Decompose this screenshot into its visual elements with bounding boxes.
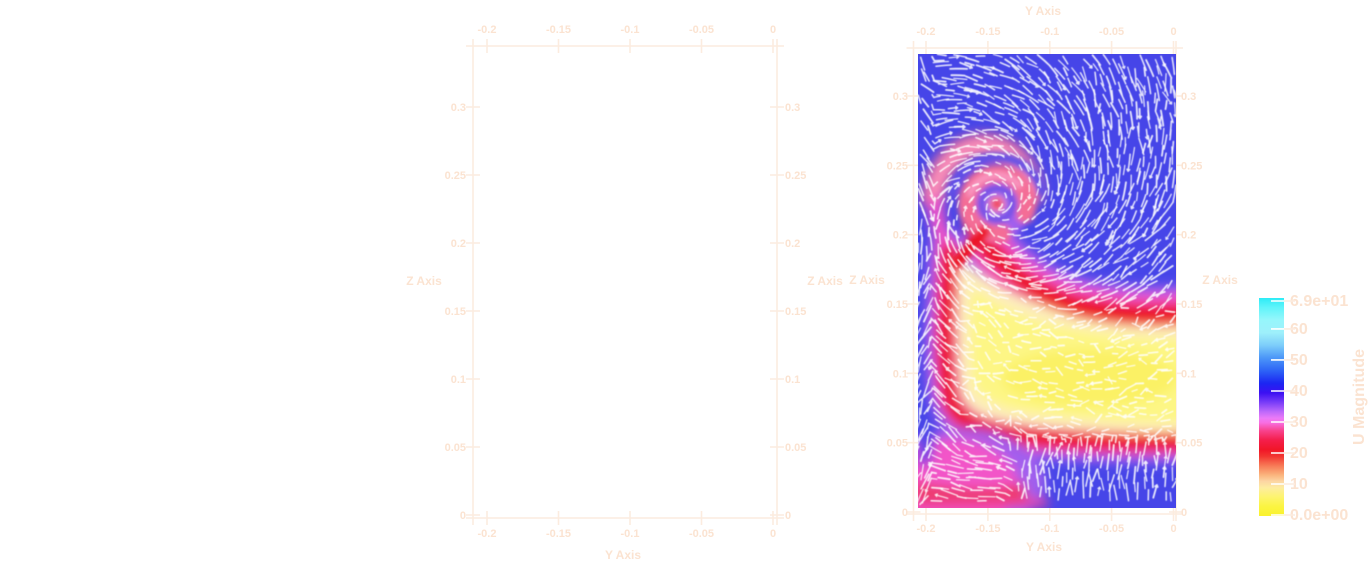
svg-text:0.1: 0.1 (451, 374, 466, 386)
svg-text:6.9e+01: 6.9e+01 (1290, 293, 1348, 310)
svg-text:-0.05: -0.05 (689, 528, 714, 540)
svg-text:10: 10 (1290, 476, 1308, 493)
svg-text:0.0e+00: 0.0e+00 (1290, 507, 1348, 524)
svg-text:0: 0 (902, 507, 908, 519)
svg-text:0.05: 0.05 (887, 438, 908, 450)
svg-text:-0.2: -0.2 (478, 528, 497, 540)
svg-text:-0.2: -0.2 (478, 24, 497, 36)
svg-text:Z Axis: Z Axis (406, 274, 442, 288)
svg-text:-0.1: -0.1 (1040, 26, 1059, 38)
svg-text:-0.05: -0.05 (1099, 26, 1124, 38)
svg-text:Y Axis: Y Axis (1025, 4, 1061, 18)
svg-text:-0.15: -0.15 (546, 528, 571, 540)
svg-text:0.25: 0.25 (887, 160, 908, 172)
svg-text:0: 0 (1181, 507, 1187, 519)
svg-text:-0.15: -0.15 (975, 523, 1000, 535)
svg-text:0: 0 (770, 528, 776, 540)
svg-text:0.05: 0.05 (1181, 438, 1202, 450)
svg-text:-0.05: -0.05 (1099, 523, 1124, 535)
svg-text:Y Axis: Y Axis (605, 548, 641, 562)
svg-text:0: 0 (785, 510, 791, 522)
svg-text:0.1: 0.1 (1181, 368, 1196, 380)
svg-text:0: 0 (1170, 523, 1176, 535)
svg-text:50: 50 (1290, 352, 1308, 369)
svg-text:0.15: 0.15 (445, 306, 466, 318)
svg-text:Z Axis: Z Axis (849, 273, 885, 287)
svg-text:-0.15: -0.15 (975, 26, 1000, 38)
svg-text:-0.1: -0.1 (621, 528, 640, 540)
svg-text:20: 20 (1290, 445, 1308, 462)
svg-text:0.1: 0.1 (785, 374, 800, 386)
svg-text:Z Axis: Z Axis (1202, 273, 1238, 287)
svg-text:0.25: 0.25 (785, 170, 806, 182)
svg-text:60: 60 (1290, 321, 1308, 338)
svg-text:0.15: 0.15 (887, 299, 908, 311)
svg-text:0.2: 0.2 (893, 230, 908, 242)
svg-text:40: 40 (1290, 383, 1308, 400)
svg-text:-0.1: -0.1 (621, 24, 640, 36)
svg-text:30: 30 (1290, 414, 1308, 431)
svg-text:-0.2: -0.2 (917, 26, 936, 38)
svg-text:0.15: 0.15 (785, 306, 806, 318)
svg-text:0.3: 0.3 (1181, 91, 1196, 103)
svg-text:-0.2: -0.2 (917, 523, 936, 535)
svg-text:0.2: 0.2 (451, 238, 466, 250)
svg-text:0.2: 0.2 (785, 238, 800, 250)
svg-text:0.3: 0.3 (893, 91, 908, 103)
svg-text:0.1: 0.1 (893, 368, 908, 380)
svg-text:0.15: 0.15 (1181, 299, 1202, 311)
svg-text:0: 0 (1170, 26, 1176, 38)
svg-text:0: 0 (460, 510, 466, 522)
svg-text:U Magnitude: U Magnitude (1351, 349, 1368, 445)
svg-text:0.2: 0.2 (1181, 230, 1196, 242)
svg-text:0.3: 0.3 (451, 102, 466, 114)
svg-text:0: 0 (770, 24, 776, 36)
svg-text:Z Axis: Z Axis (807, 274, 843, 288)
svg-text:0.25: 0.25 (445, 170, 466, 182)
svg-text:0.25: 0.25 (1181, 160, 1202, 172)
svg-text:Y Axis: Y Axis (1026, 540, 1062, 554)
svg-text:-0.05: -0.05 (689, 24, 714, 36)
svg-text:0.05: 0.05 (445, 442, 466, 454)
svg-text:0.3: 0.3 (785, 102, 800, 114)
svg-text:-0.1: -0.1 (1040, 523, 1059, 535)
svg-text:-0.15: -0.15 (546, 24, 571, 36)
svg-text:0.05: 0.05 (785, 442, 806, 454)
